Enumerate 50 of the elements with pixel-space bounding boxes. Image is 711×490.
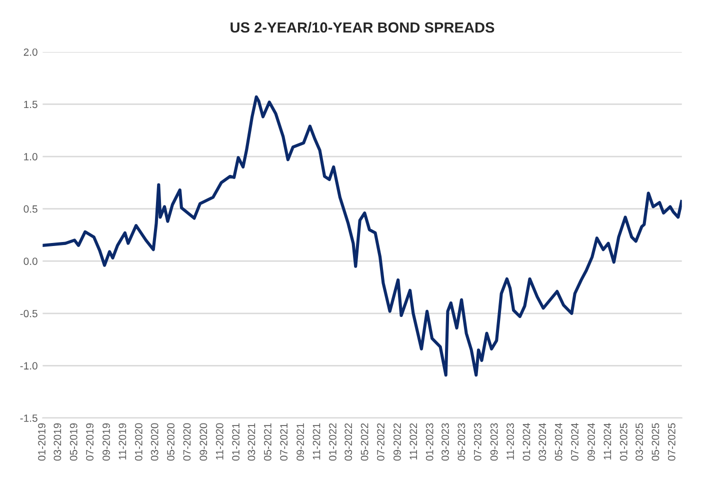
x-tick-label: 01-2023 <box>426 423 434 461</box>
x-tick-label: 03-2021 <box>248 423 256 461</box>
y-tick-label: -1.5 <box>20 414 38 422</box>
x-tick-label: 07-2025 <box>668 423 676 461</box>
x-tick-label: 09-2023 <box>490 423 498 461</box>
x-tick-label: 11-2022 <box>410 423 418 460</box>
x-tick-label: 01-2019 <box>38 423 46 461</box>
x-tick-label: 03-2020 <box>150 423 158 461</box>
x-tick-label: 07-2021 <box>280 423 288 461</box>
x-tick-label: 03-2023 <box>442 423 449 461</box>
x-tick-label: 01-2024 <box>522 423 530 461</box>
x-tick-label: 09-2020 <box>200 423 208 461</box>
line-series <box>42 95 682 377</box>
x-tick-label: 05-2022 <box>360 423 368 461</box>
chart-title: US 2-YEAR/10-YEAR BOND SPREADS <box>230 22 494 33</box>
x-tick-label: 09-2024 <box>588 423 595 461</box>
y-tick-label: -0.5 <box>20 310 38 318</box>
x-tick-label: 11-2021 <box>312 423 320 460</box>
x-tick-label: 03-2024 <box>538 423 546 461</box>
x-tick-label: 03-2025 <box>636 423 643 461</box>
x-tick-label: 03-2019 <box>54 423 62 461</box>
y-tick-label: 0.5 <box>24 205 38 213</box>
y-tick-label: 1.5 <box>24 100 38 108</box>
x-tick-label: 07-2020 <box>183 423 191 461</box>
x-tick-label: 07-2019 <box>86 423 94 461</box>
x-tick-label: 11-2020 <box>216 423 224 460</box>
x-tick-label: 03-2022 <box>344 423 352 461</box>
x-tick-label: 05-2021 <box>264 423 272 461</box>
x-tick-label: 07-2023 <box>474 423 482 461</box>
x-tick-label: 01-2020 <box>134 423 142 461</box>
x-tick-label: 11-2024 <box>604 423 612 460</box>
x-tick-label: 07-2024 <box>571 423 578 461</box>
x-tick-label: 11-2019 <box>118 423 126 460</box>
y-tick-label: -1.0 <box>20 362 38 370</box>
x-tick-label: 05-2023 <box>458 423 466 461</box>
x-tick-label: 01-2021 <box>232 423 240 461</box>
x-tick-label: 09-2022 <box>394 423 401 461</box>
x-tick-label: 05-2024 <box>554 423 562 461</box>
y-tick-label: 2.0 <box>24 48 38 56</box>
y-tick-label: 0.0 <box>24 258 38 265</box>
x-tick-label: 09-2021 <box>296 423 304 461</box>
x-tick-label: 01-2022 <box>329 423 336 461</box>
x-tick-label: 11-2023 <box>506 423 514 460</box>
x-tick-label: 09-2019 <box>102 423 110 461</box>
x-tick-label: 05-2025 <box>652 423 660 461</box>
x-tick-label: 05-2020 <box>167 423 174 461</box>
y-tick-label: 1.0 <box>24 153 38 160</box>
x-tick-label: 07-2022 <box>377 423 384 461</box>
x-tick-label: 01-2025 <box>620 423 628 461</box>
x-tick-label: 05-2019 <box>70 423 78 461</box>
